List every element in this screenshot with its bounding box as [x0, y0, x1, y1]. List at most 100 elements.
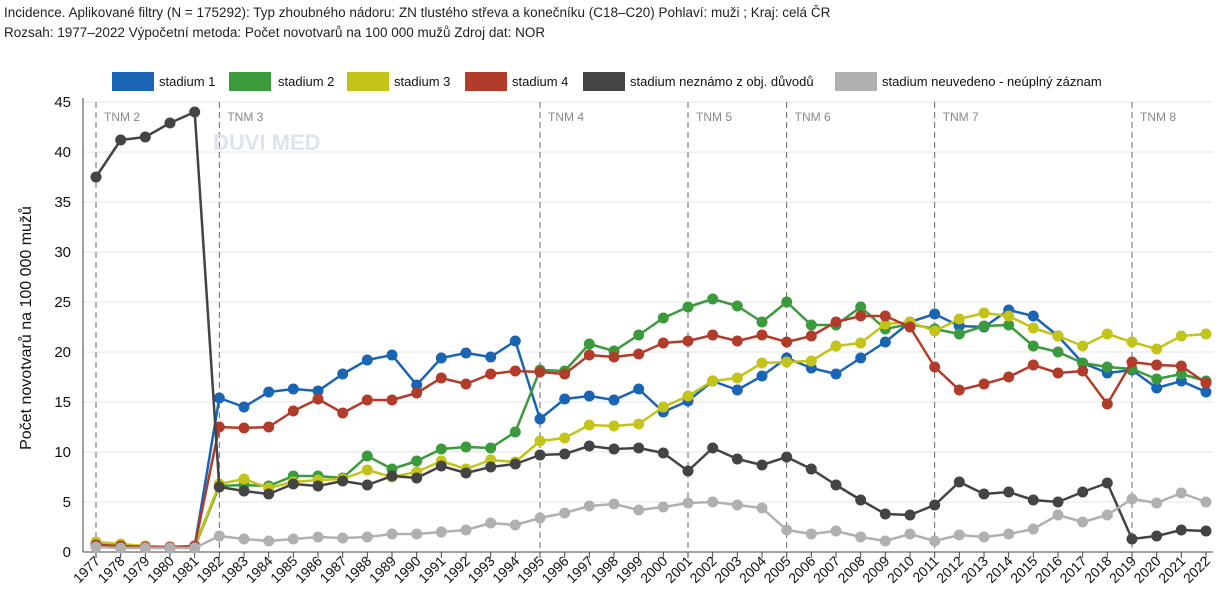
data-point — [1052, 509, 1064, 521]
x-tick-label: 1997 — [563, 553, 596, 586]
data-point — [460, 378, 472, 390]
legend-swatch — [835, 72, 877, 91]
data-point — [559, 432, 571, 444]
data-point — [682, 465, 694, 477]
series-line — [95, 311, 1207, 549]
data-point — [978, 307, 990, 319]
data-point — [1175, 360, 1187, 372]
data-point — [213, 392, 225, 404]
data-point — [435, 372, 447, 384]
chart-legend[interactable]: stadium 1 stadium 2 stadium 3 stadium 4 stad… — [112, 72, 1102, 91]
data-point — [682, 390, 694, 402]
legend-item[interactable]: stadium 2 — [229, 72, 334, 91]
data-point — [879, 318, 891, 330]
x-tick-label: 1996 — [538, 553, 571, 586]
data-point — [904, 321, 916, 333]
data-point — [756, 502, 768, 514]
data-point — [386, 470, 398, 482]
data-point — [1126, 356, 1138, 368]
data-point — [608, 443, 620, 455]
x-tick-label: 1987 — [316, 553, 349, 586]
data-point — [386, 394, 398, 406]
data-point — [781, 296, 793, 308]
data-point — [312, 385, 324, 397]
legend-item[interactable]: stadium neuvedeno - neúplný záznam — [835, 72, 1102, 91]
data-point — [707, 496, 719, 508]
data-point — [1101, 361, 1113, 373]
data-point — [1151, 343, 1163, 355]
data-point — [682, 301, 694, 313]
data-point — [879, 310, 891, 322]
data-point — [1052, 346, 1064, 358]
x-tick-label: 2012 — [933, 553, 966, 586]
data-point — [1126, 533, 1138, 545]
data-point — [855, 337, 867, 349]
data-point — [411, 528, 423, 540]
data-point — [1200, 377, 1212, 389]
legend-label: stadium 1 — [159, 74, 215, 89]
data-point — [608, 498, 620, 510]
data-point — [435, 460, 447, 472]
data-point — [707, 442, 719, 454]
legend-item[interactable]: stadium 3 — [347, 72, 450, 91]
data-point — [953, 328, 965, 340]
data-point — [238, 422, 250, 434]
x-tick-label: 1992 — [440, 553, 473, 586]
data-point — [855, 301, 867, 313]
legend-item[interactable]: stadium 1 — [112, 72, 215, 91]
data-point — [682, 497, 694, 509]
data-point — [361, 464, 373, 476]
data-point — [731, 372, 743, 384]
data-point — [633, 329, 645, 341]
data-point — [1101, 328, 1113, 340]
data-point — [1077, 486, 1089, 498]
data-point — [929, 308, 941, 320]
x-tick-label: 2005 — [760, 553, 793, 586]
data-point — [756, 357, 768, 369]
data-point — [337, 532, 349, 544]
data-point — [583, 390, 595, 402]
data-point — [707, 293, 719, 305]
data-point — [978, 378, 990, 390]
data-point — [830, 525, 842, 537]
legend-item[interactable]: stadium 4 — [465, 72, 568, 91]
x-tick-label: 1991 — [415, 553, 448, 586]
data-point — [830, 340, 842, 352]
data-point — [411, 455, 423, 467]
data-point — [238, 485, 250, 497]
data-point — [608, 351, 620, 363]
x-tick-label: 2008 — [834, 553, 867, 586]
data-point — [805, 528, 817, 540]
tnm-label: TNM 4 — [548, 110, 584, 124]
y-tick-label: 30 — [54, 244, 71, 261]
data-point — [855, 352, 867, 364]
legend-swatch — [465, 72, 507, 91]
data-series — [90, 106, 1212, 554]
series-line — [95, 297, 1207, 549]
x-tick-label: 1986 — [292, 553, 325, 586]
data-point — [904, 528, 916, 540]
data-point — [312, 480, 324, 492]
data-point — [534, 512, 546, 524]
series-line — [94, 110, 1207, 541]
x-tick-label: 2021 — [1155, 553, 1188, 586]
data-point — [633, 418, 645, 430]
data-point — [1003, 486, 1015, 498]
data-point — [879, 535, 891, 547]
data-point — [534, 449, 546, 461]
data-point — [1027, 340, 1039, 352]
x-tick-label: 1985 — [267, 553, 300, 586]
data-point — [781, 336, 793, 348]
series-group — [90, 310, 1212, 553]
data-point — [953, 529, 965, 541]
data-point — [90, 541, 102, 553]
data-point — [657, 447, 669, 459]
x-tick-label: 1982 — [193, 553, 226, 586]
data-point — [633, 504, 645, 516]
tnm-label: TNM 2 — [104, 110, 140, 124]
data-point — [263, 535, 275, 547]
data-point — [460, 467, 472, 479]
tnm-label: TNM 6 — [795, 110, 831, 124]
data-point — [879, 508, 891, 520]
legend-item[interactable]: stadium neznámo z obj. důvodů — [583, 72, 814, 91]
